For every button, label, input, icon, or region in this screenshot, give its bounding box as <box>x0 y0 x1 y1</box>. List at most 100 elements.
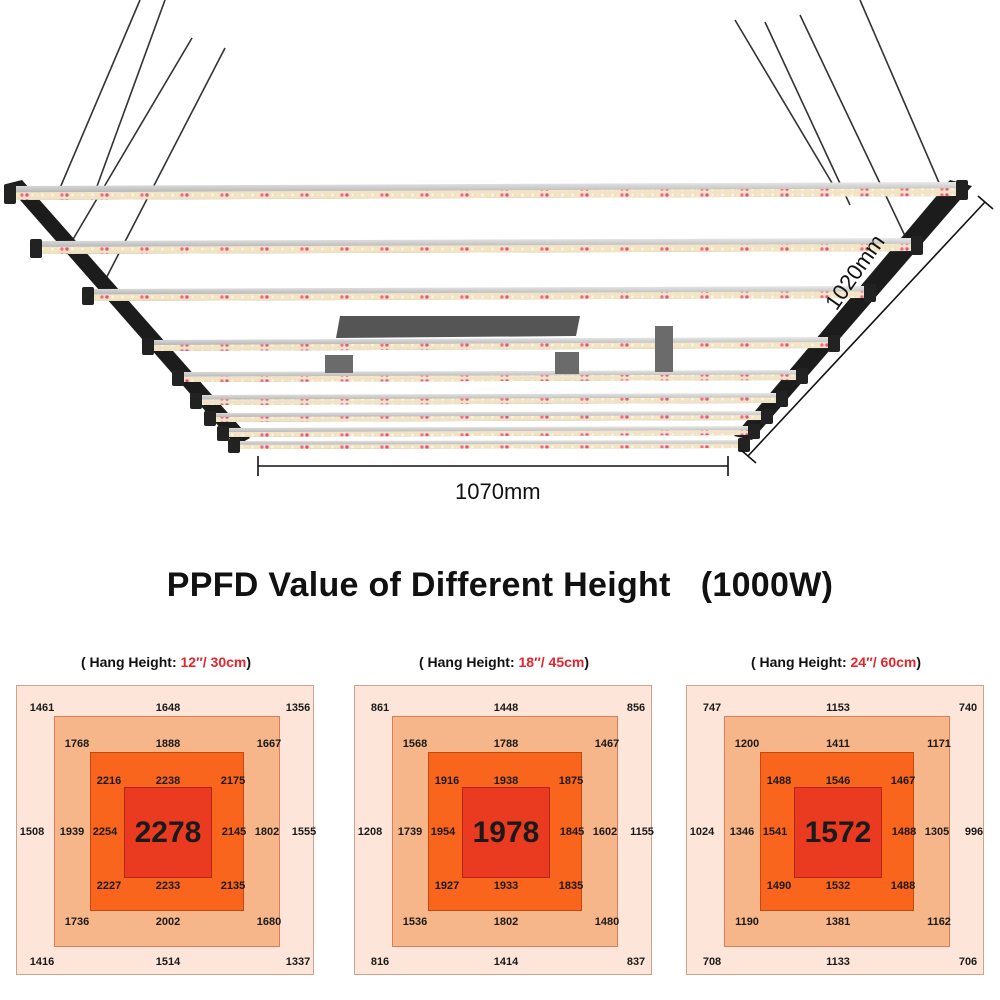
bar-left-clamp <box>30 239 42 258</box>
inner-ppfd-value-b: 1933 <box>493 880 519 892</box>
middle-ppfd-value-t: 1788 <box>493 738 519 750</box>
side-rails <box>6 180 972 446</box>
outer-ppfd-value-r: 1555 <box>291 826 317 838</box>
driver-box <box>325 316 673 374</box>
ppfd-grid-panel: 1572 747 1153 740 1024 996 708 1133 706 1200 1411 1… <box>686 685 984 975</box>
middle-ppfd-value-br: 1680 <box>256 916 282 928</box>
bar-right-clamp <box>748 424 760 439</box>
middle-ppfd-value-tr: 1171 <box>927 738 951 750</box>
inner-ppfd-value-tr: 1875 <box>558 775 584 787</box>
caption-prefix: ( Hang Height: <box>80 654 181 670</box>
bar-right-clamp <box>776 391 788 407</box>
bar-right-clamp <box>761 409 773 424</box>
led-bar <box>190 391 788 409</box>
inner-ppfd-value-l: 1954 <box>430 826 456 838</box>
outer-ppfd-value-bl: 1416 <box>29 956 55 968</box>
middle-ppfd-value-t: 1411 <box>826 738 850 750</box>
inner-ppfd-value-b: 2233 <box>155 880 181 892</box>
inner-ppfd-value-br: 2135 <box>220 880 246 892</box>
inner-ppfd-value-bl: 1490 <box>766 880 792 892</box>
inner-ppfd-value-tl: 1916 <box>434 775 460 787</box>
hanging-wire <box>764 21 851 206</box>
bar-left-clamp <box>4 184 16 204</box>
outer-ppfd-value-bl: 708 <box>702 956 722 968</box>
middle-ppfd-value-tl: 1768 <box>64 738 90 750</box>
inner-ppfd-value-l: 1541 <box>762 826 788 838</box>
led-bar <box>82 284 876 305</box>
outer-ppfd-value-br: 837 <box>626 956 646 968</box>
led-diode-strip <box>202 397 776 405</box>
outer-ppfd-value-l: 1208 <box>357 826 383 838</box>
caption-prefix: ( Hang Height: <box>418 654 519 670</box>
middle-ppfd-value-tl: 1200 <box>734 738 760 750</box>
middle-ppfd-value-br: 1162 <box>927 916 951 928</box>
outer-ppfd-value-b: 1514 <box>155 956 181 968</box>
caption-prefix: ( Hang Height: <box>750 654 851 670</box>
ppfd-grid-panel: 1978 861 1448 856 1208 1155 816 1414 837 1568 1788… <box>354 685 654 975</box>
led-diode-strip <box>184 374 796 382</box>
inner-ppfd-value-b: 1532 <box>825 880 851 892</box>
ppfd-heading: PPFD Value of Different Height (1000W) <box>0 566 1000 605</box>
led-diode-strip <box>42 243 911 254</box>
left-rail <box>6 180 250 446</box>
middle-ppfd-value-l: 1739 <box>397 826 423 838</box>
driver-mount-right <box>655 326 673 372</box>
outer-ppfd-value-r: 996 <box>964 826 984 838</box>
hanging-wire <box>91 0 166 201</box>
caption-suffix: ) <box>916 654 922 670</box>
middle-ppfd-value-l: 1939 <box>59 826 85 838</box>
hanging-wire <box>859 0 941 186</box>
outer-ppfd-value-l: 1508 <box>19 826 45 838</box>
inner-ppfd-value-r: 2145 <box>221 826 247 838</box>
driver-box-body <box>336 316 580 338</box>
middle-ppfd-value-tl: 1568 <box>402 738 428 750</box>
bar-right-clamp <box>864 284 876 302</box>
middle-ppfd-value-l: 1346 <box>729 826 755 838</box>
outer-ppfd-value-tr: 1356 <box>285 702 311 714</box>
bar-left-clamp <box>172 370 184 386</box>
heading-power: (1000W) <box>700 566 834 604</box>
led-diode-strip <box>240 443 738 449</box>
center-zone <box>794 787 882 878</box>
middle-ppfd-value-br: 1480 <box>594 916 620 928</box>
depth-dimension-tick-bottom <box>740 449 757 464</box>
outer-ppfd-value-tr: 740 <box>958 702 978 714</box>
inner-ppfd-value-tr: 1467 <box>890 775 916 787</box>
inner-ppfd-value-t: 1546 <box>825 775 851 787</box>
inner-ppfd-value-t: 1938 <box>493 775 519 787</box>
bar-left-clamp <box>204 411 216 426</box>
depth-dimension-tick-top <box>977 195 994 210</box>
hanging-wire <box>734 19 836 189</box>
ppfd-grid-panel: 2278 1461 1648 1356 1508 1555 1416 1514 1337 1768… <box>16 685 317 975</box>
hanging-wire <box>71 37 193 242</box>
middle-ppfd-value-bl: 1190 <box>735 916 759 928</box>
hang-height-value: 18″/ 45cm <box>518 654 585 670</box>
bar-right-clamp <box>911 236 923 255</box>
outer-ppfd-value-l: 1024 <box>689 826 715 838</box>
hanging-wires <box>59 0 941 291</box>
led-bar <box>204 409 773 426</box>
outer-ppfd-value-b: 1133 <box>826 956 850 968</box>
outer-ppfd-value-b: 1414 <box>493 956 519 968</box>
outer-ppfd-value-bl: 816 <box>370 956 390 968</box>
led-bar <box>30 236 923 258</box>
hanging-wire <box>799 14 907 239</box>
led-bar <box>172 368 808 386</box>
led-diode-strip <box>94 291 864 301</box>
bar-left-clamp <box>82 287 94 305</box>
inner-ppfd-value-br: 1835 <box>558 880 584 892</box>
center-ppfd-value: 1978 <box>472 816 540 849</box>
inner-ppfd-value-bl: 2227 <box>96 880 122 892</box>
heading-title: PPFD Value of Different Height <box>166 566 671 604</box>
led-bar <box>228 438 750 453</box>
outer-ppfd-value-t: 1153 <box>826 702 850 714</box>
led-diode-strip <box>216 415 761 422</box>
grow-light-fixture-illustration <box>4 0 994 476</box>
outer-ppfd-value-tl: 747 <box>702 702 722 714</box>
middle-ppfd-value-tr: 1667 <box>256 738 282 750</box>
outer-ppfd-value-t: 1648 <box>155 702 181 714</box>
hang-height-value: 24″/ 60cm <box>850 654 917 670</box>
middle-ppfd-value-b: 1802 <box>493 916 519 928</box>
width-dimension-label: 1070mm <box>455 479 541 504</box>
bar-left-clamp <box>217 426 229 441</box>
